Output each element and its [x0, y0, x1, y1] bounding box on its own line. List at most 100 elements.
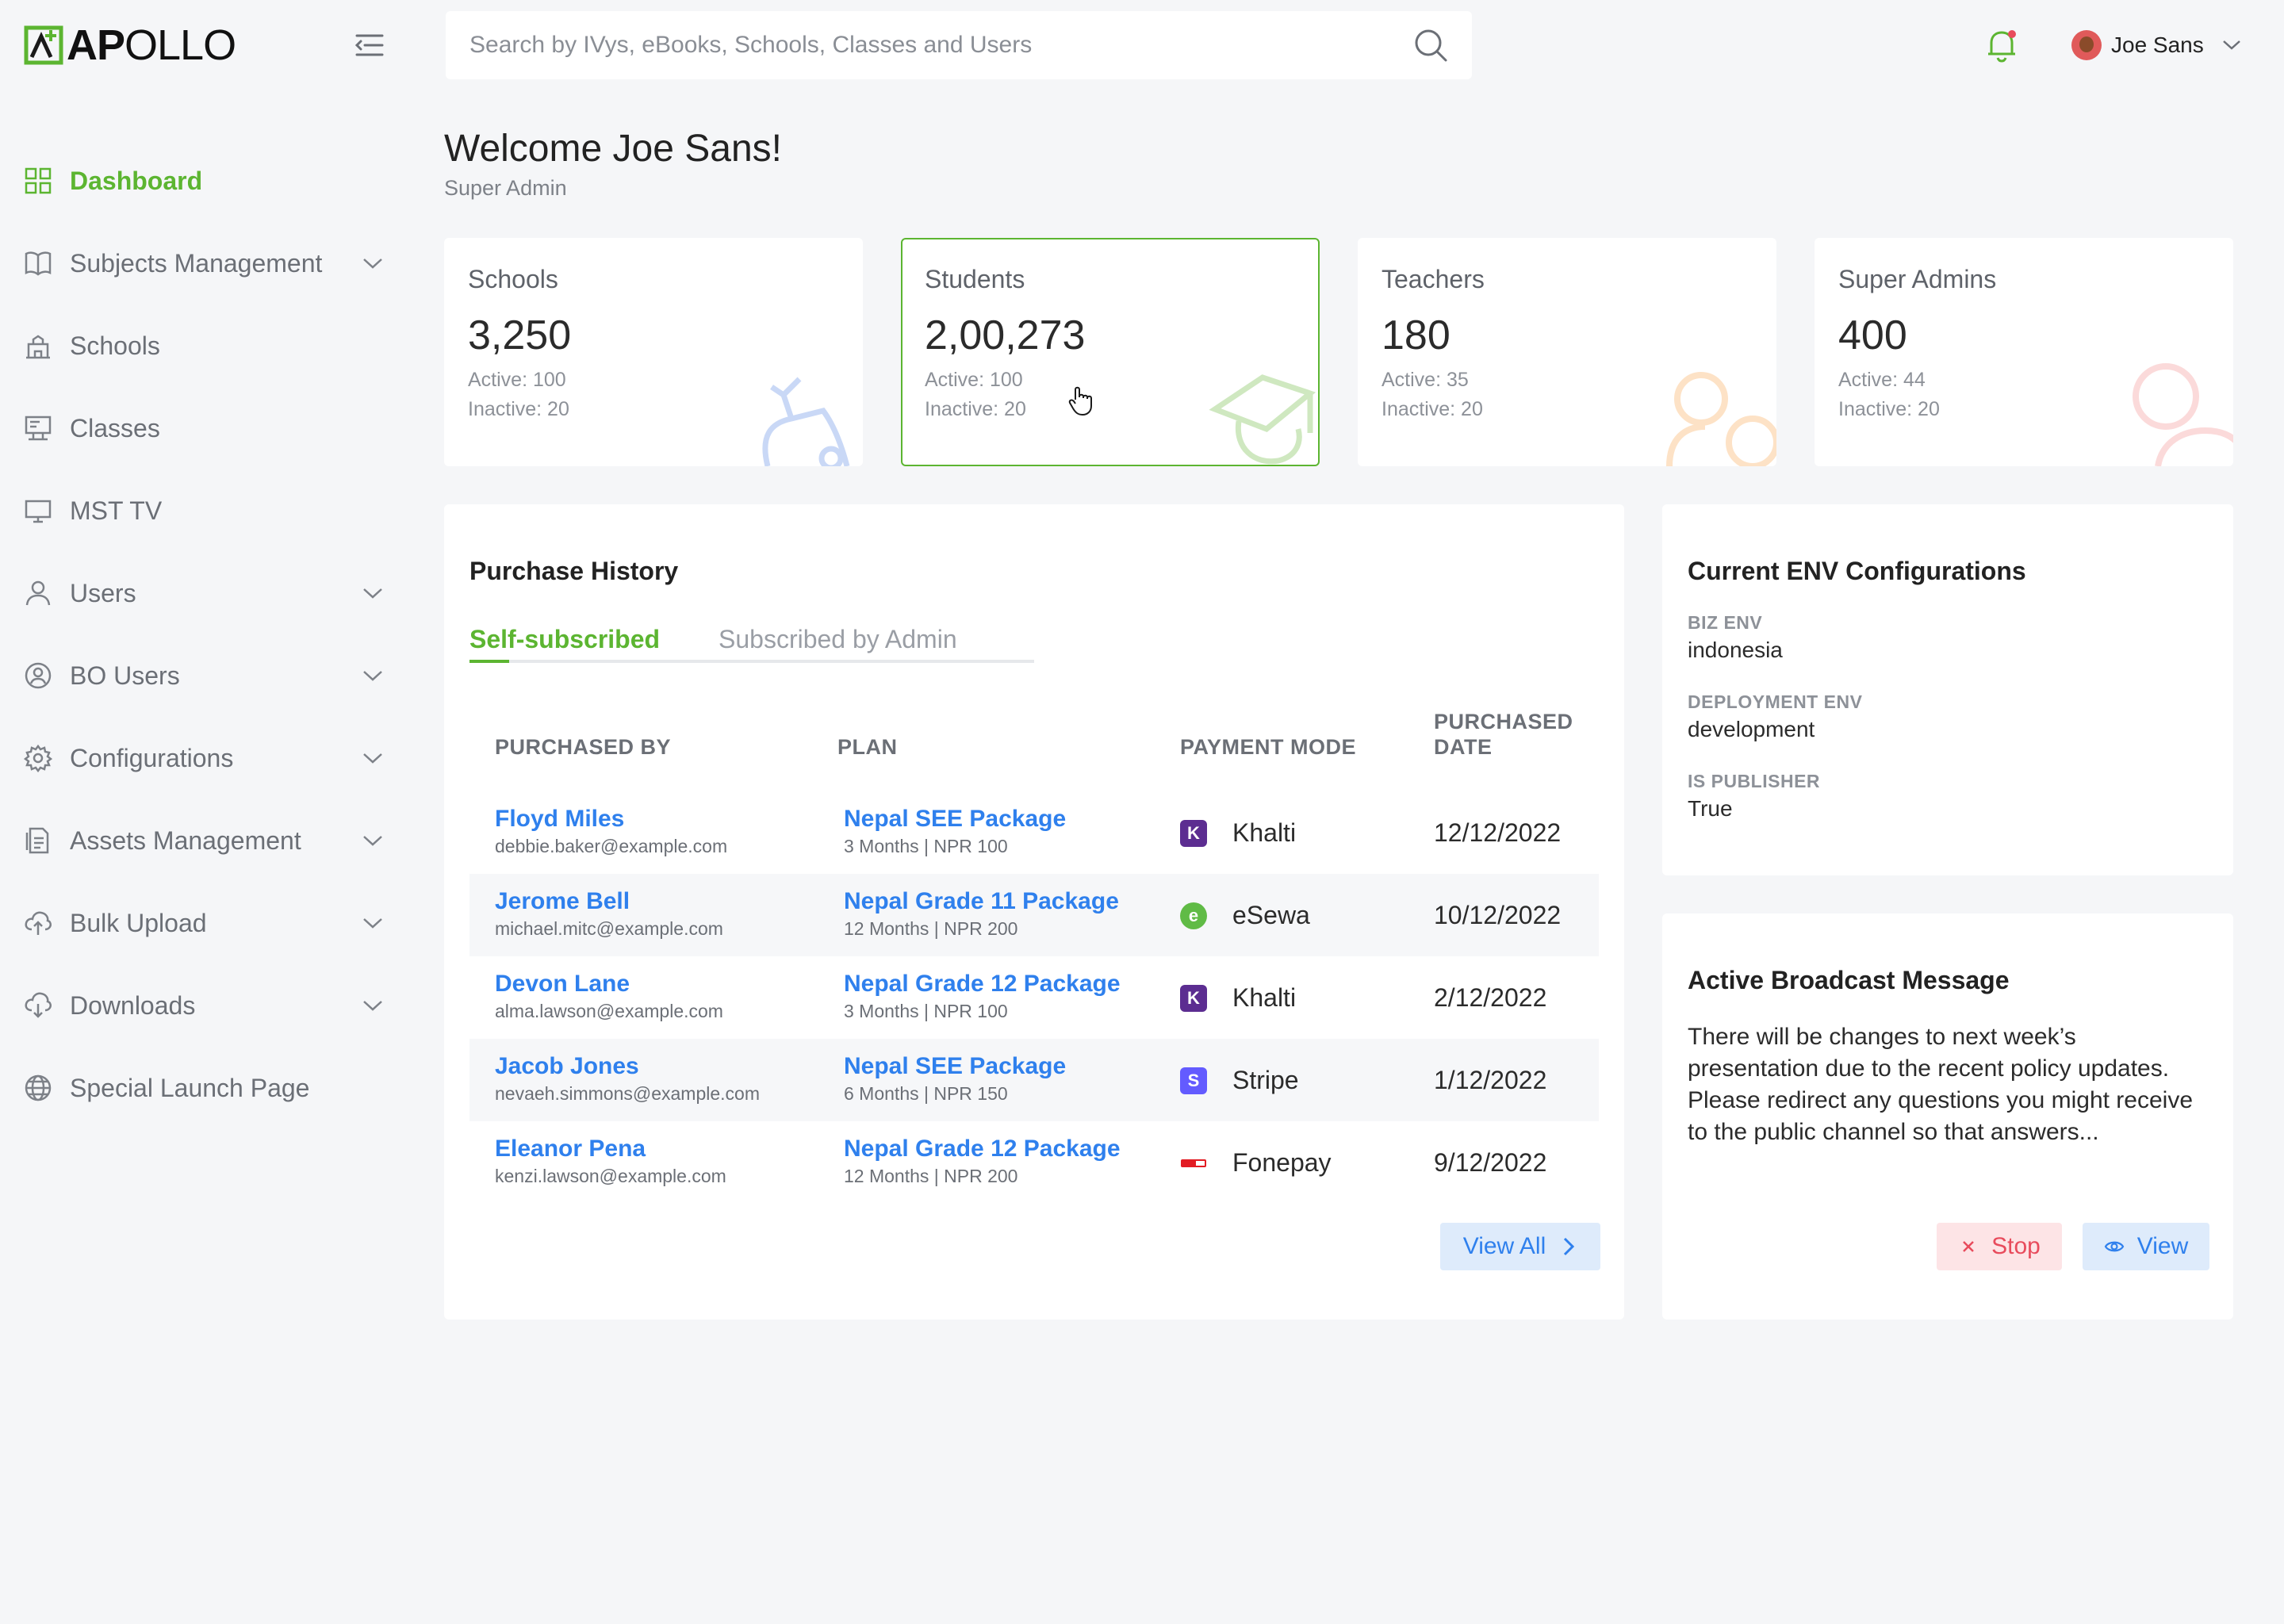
app-logo[interactable]: APOLLO: [24, 24, 236, 67]
table-row: Floyd Miles debbie.baker@example.com Nep…: [469, 791, 1599, 874]
plan-detail: 3 Months | NPR 100: [844, 1001, 1008, 1021]
broadcast-message: There will be changes to next week’s pre…: [1688, 1024, 2194, 1145]
gear-icon: [24, 744, 52, 772]
broadcast-panel: Active Broadcast Message There will be c…: [1662, 914, 2233, 1320]
khalti-icon: K: [1180, 819, 1207, 847]
purchase-table-body: Floyd Miles debbie.baker@example.com Nep…: [469, 791, 1599, 1204]
collapse-menu-icon: [354, 34, 384, 56]
book-icon: [25, 251, 52, 276]
stat-card-students[interactable]: Students 2,00,273 Active: 100 Inactive: …: [901, 238, 1320, 466]
tab-self-subscribed[interactable]: Self-subscribed: [469, 625, 661, 653]
search-input[interactable]: [469, 32, 1413, 59]
user-circle-icon: [25, 662, 52, 689]
stat-active: Active: 35: [1382, 369, 1469, 391]
stat-value: 3,250: [468, 312, 572, 358]
stat-card-super-admins[interactable]: Super Admins 400 Active: 44 Inactive: 20: [1815, 238, 2233, 466]
broadcast-title: Active Broadcast Message: [1688, 966, 2010, 994]
avatar: [2071, 30, 2102, 60]
purchaser-email: nevaeh.simmons@example.com: [495, 1083, 760, 1104]
sidebar-item-dashboard[interactable]: Dashboard: [0, 140, 412, 222]
sidebar-item-label: MST TV: [70, 496, 163, 525]
sidebar-item-classes[interactable]: Classes: [0, 387, 412, 469]
plan-name-link[interactable]: Nepal Grade 11 Package: [844, 888, 1119, 914]
sidebar-item-label: Dashboard: [70, 166, 203, 195]
purchase-tabs: Self-subscribed Subscribed by Admin: [469, 625, 1034, 663]
stat-card-teachers[interactable]: Teachers 180 Active: 35 Inactive: 20: [1358, 238, 1776, 466]
search-icon[interactable]: [1413, 28, 1448, 63]
purchaser-name-link[interactable]: Floyd Miles: [495, 806, 625, 832]
purchaser-name-link[interactable]: Jacob Jones: [495, 1053, 639, 1079]
grid-icon: [25, 167, 52, 194]
table-row: Eleanor Pena kenzi.lawson@example.com Ne…: [469, 1121, 1599, 1204]
sidebar-item-bulk-upload[interactable]: Bulk Upload: [0, 882, 412, 964]
stat-title: Schools: [468, 265, 558, 293]
stat-value: 180: [1382, 312, 1450, 358]
env-label-publisher: IS PUBLISHER: [1688, 771, 1821, 791]
view-all-button[interactable]: View All: [1440, 1223, 1600, 1270]
plan-detail: 6 Months | NPR 150: [844, 1083, 1008, 1104]
env-label-biz: BIZ ENV: [1688, 612, 1763, 633]
payment-mode: Fonepay: [1232, 1148, 1332, 1177]
sidebar-item-users[interactable]: Users: [0, 552, 412, 634]
table-header: PURCHASED BY PLAN PAYMENT MODE PURCHASED…: [469, 710, 1599, 779]
tab-subscribed-by-admin[interactable]: Subscribed by Admin: [719, 625, 957, 653]
user-menu[interactable]: Joe Sans: [2071, 27, 2242, 63]
collapse-sidebar-button[interactable]: [354, 32, 385, 59]
column-header: PLAN: [837, 735, 898, 759]
sidebar-item-label: Downloads: [70, 990, 196, 1020]
sidebar-item-configurations[interactable]: Configurations: [0, 717, 412, 799]
global-search: [446, 11, 1472, 79]
khalti-icon: K: [1180, 984, 1207, 1012]
view-broadcast-button[interactable]: View: [2083, 1223, 2209, 1270]
purchaser-name-link[interactable]: Jerome Bell: [495, 888, 630, 914]
user-icon: [25, 580, 51, 606]
plan-name-link[interactable]: Nepal SEE Package: [844, 806, 1067, 832]
plan-name-link[interactable]: Nepal Grade 12 Package: [844, 1136, 1121, 1162]
purchaser-name-link[interactable]: Eleanor Pena: [495, 1136, 646, 1162]
sidebar-item-bo-users[interactable]: BO Users: [0, 634, 412, 717]
payment-mode: eSewa: [1232, 901, 1310, 929]
logo-mark-icon: [24, 25, 63, 65]
sidebar-nav: Dashboard Subjects Management Schools Cl…: [0, 140, 412, 1129]
env-value-deployment: development: [1688, 717, 1815, 741]
sidebar-item-label: Subjects Management: [70, 248, 323, 278]
esewa-icon: e: [1180, 902, 1207, 929]
purchase-date: 2/12/2022: [1434, 983, 1547, 1012]
sidebar-item-label: Bulk Upload: [70, 908, 207, 937]
chevron-down-icon: [363, 753, 382, 764]
file-icon: [25, 827, 49, 854]
plan-detail: 12 Months | NPR 200: [844, 918, 1018, 939]
stripe-icon: S: [1180, 1067, 1207, 1094]
stat-active: Active: 100: [468, 369, 566, 391]
env-config-title: Current ENV Configurations: [1688, 557, 2026, 585]
notification-bell-icon[interactable]: [1984, 27, 2019, 63]
purchaser-name-link[interactable]: Devon Lane: [495, 971, 630, 997]
close-icon: [1963, 1241, 1975, 1252]
sidebar-item-label: BO Users: [70, 661, 180, 690]
purchase-date: 9/12/2022: [1434, 1148, 1547, 1177]
sidebar-item-downloads[interactable]: Downloads: [0, 964, 412, 1047]
purchaser-email: debbie.baker@example.com: [495, 836, 728, 856]
purchase-date: 12/12/2022: [1434, 818, 1562, 847]
teachers-deco-icon: [1666, 372, 1776, 466]
sidebar-item-mst-tv[interactable]: MST TV: [0, 469, 412, 552]
stat-inactive: Inactive: 20: [925, 398, 1026, 420]
payment-mode: Stripe: [1232, 1066, 1299, 1094]
admin-deco-icon: [2133, 363, 2233, 466]
plan-name-link[interactable]: Nepal Grade 12 Package: [844, 971, 1121, 997]
sidebar-item-label: Classes: [70, 413, 160, 442]
plan-detail: 12 Months | NPR 200: [844, 1166, 1018, 1186]
table-row: Devon Lane alma.lawson@example.com Nepal…: [469, 956, 1599, 1039]
stat-card-schools[interactable]: Schools 3,250 Active: 100 Inactive: 20: [444, 238, 863, 466]
sidebar-item-assets-management[interactable]: Assets Management: [0, 799, 412, 882]
env-value-biz: indonesia: [1688, 638, 1783, 662]
user-role: Super Admin: [444, 176, 567, 200]
sidebar-item-special-launch-page[interactable]: Special Launch Page: [0, 1047, 412, 1129]
sidebar-item-label: Special Launch Page: [70, 1073, 310, 1102]
stop-broadcast-button[interactable]: Stop: [1937, 1223, 2062, 1270]
school-bell-deco-icon: [762, 377, 850, 466]
sidebar-item-schools[interactable]: Schools: [0, 304, 412, 387]
plan-name-link[interactable]: Nepal SEE Package: [844, 1053, 1067, 1079]
stat-active: Active: 44: [1838, 369, 1926, 391]
sidebar-item-subjects-management[interactable]: Subjects Management: [0, 222, 412, 304]
